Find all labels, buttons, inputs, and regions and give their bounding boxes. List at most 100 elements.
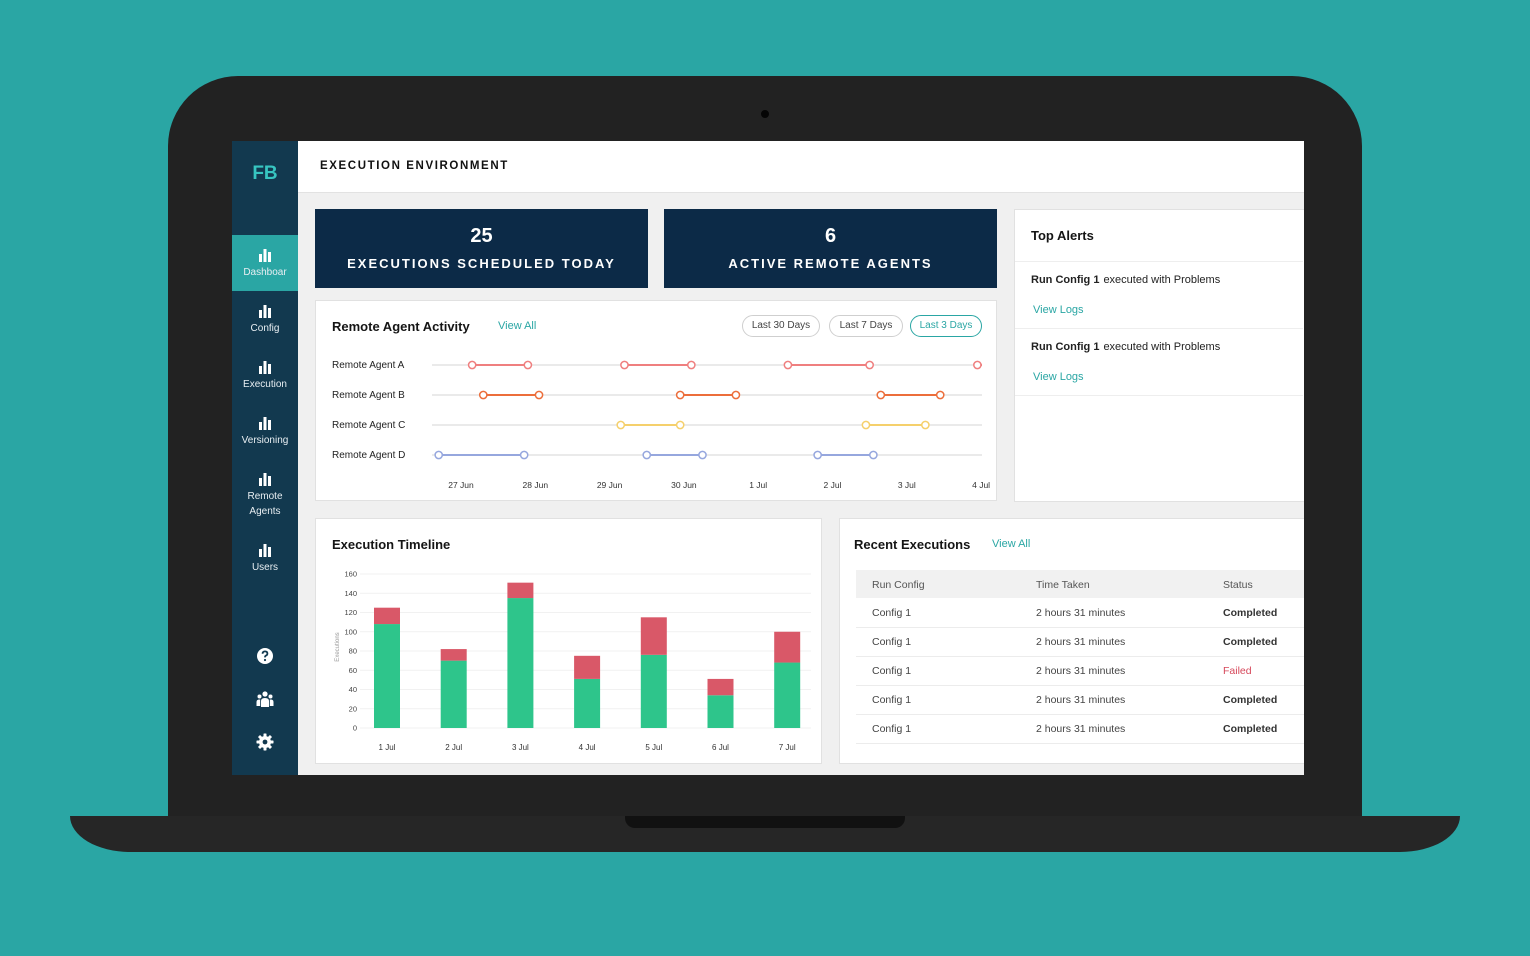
date-tick-label: 29 Jun (597, 480, 623, 490)
cell-time-taken: 2 hours 31 minutes (1036, 607, 1126, 619)
sidebar: FB Dashboar Config Execution Versioning … (232, 141, 298, 775)
activity-end-point (921, 420, 930, 430)
stat-card-agents: 6 ACTIVE REMOTE AGENTS (664, 209, 997, 288)
cell-status: Completed (1223, 607, 1278, 619)
sidebar-item-remote-agents[interactable]: Remote Agents (232, 459, 298, 525)
sidebar-item-users[interactable]: Users (232, 530, 298, 586)
brand-logo[interactable]: FB (252, 163, 278, 184)
card-title: Remote Agent Activity (332, 319, 470, 334)
activity-end-point (698, 450, 707, 460)
settings-icon[interactable] (255, 732, 275, 752)
y-tick-label: 100 (344, 627, 357, 636)
table-row[interactable]: Config 1 2 hours 31 minutes Completed (856, 714, 1304, 744)
filter-last-7-days[interactable]: Last 7 Days (829, 315, 903, 337)
cell-time-taken: 2 hours 31 minutes (1036, 694, 1126, 706)
activity-start-point (675, 390, 685, 400)
cell-time-taken: 2 hours 31 minutes (1036, 723, 1126, 735)
bar-segment (574, 655, 601, 679)
date-tick-label: 28 Jun (523, 480, 549, 490)
table-row[interactable]: Config 1 2 hours 31 minutes Completed (856, 627, 1304, 657)
sidebar-item-execution[interactable]: Execution (232, 347, 298, 403)
y-axis-label: Executions (335, 632, 341, 661)
agent-label: Remote Agent D (332, 450, 405, 461)
top-bar: EXECUTION ENVIRONMENT (298, 141, 1304, 193)
table-row[interactable]: Config 1 2 hours 31 minutes Failed (856, 656, 1304, 686)
table-header: Run Config Time Taken Status (856, 570, 1304, 598)
date-tick-label: 2 Jul (824, 480, 842, 490)
stat-value: 6 (824, 225, 837, 247)
activity-view-all-link[interactable]: View All (498, 320, 537, 332)
bar-segment (440, 660, 467, 728)
x-tick-label: 3 Jul (512, 743, 529, 752)
execution-timeline-card: Execution Timeline 0 20 40 60 80 100 120 140 160… (315, 518, 822, 764)
activity-end-point (534, 390, 544, 400)
alert-text: executed with Problems (1103, 274, 1221, 286)
activity-start-point (783, 360, 793, 370)
stat-card-executions: 25 EXECUTIONS SCHEDULED TODAY (315, 209, 648, 288)
cell-status: Completed (1223, 636, 1278, 648)
bar-chart-icon (259, 305, 271, 318)
filter-last-30-days[interactable]: Last 30 Days (742, 315, 820, 337)
recent-view-all-link[interactable]: View All (992, 538, 1031, 550)
table-row[interactable]: Config 1 2 hours 31 minutes Completed (856, 685, 1304, 715)
alert-text: executed with Problems (1103, 341, 1221, 353)
cell-run-config: Config 1 (872, 607, 912, 619)
date-tick-label: 4 Jul (972, 480, 990, 490)
team-icon[interactable] (255, 689, 275, 709)
bar-chart-icon (259, 417, 271, 430)
card-title: Recent Executions (854, 537, 971, 552)
sidebar-item-versioning[interactable]: Versioning (232, 403, 298, 459)
table-row[interactable]: Config 1 2 hours 31 minutes Completed (856, 598, 1304, 628)
activity-end-point (865, 360, 875, 370)
activity-start-point (813, 450, 822, 460)
y-tick-label: 120 (344, 608, 357, 617)
x-tick-label: 6 Jul (712, 743, 729, 752)
x-tick-label: 5 Jul (645, 743, 662, 752)
alert-item: Run Config 1 executed with Problems View … (1015, 261, 1303, 328)
activity-start-point (642, 450, 652, 460)
page-title: EXECUTION ENVIRONMENT (320, 160, 509, 172)
execution-timeline-chart: 0 20 40 60 80 100 120 140 160 Executions 1 Jul 2 Ju… (335, 570, 811, 752)
card-title: Top Alerts (1031, 228, 1094, 243)
y-tick-label: 80 (349, 647, 357, 656)
column-header-time-taken[interactable]: Time Taken (1036, 579, 1090, 591)
column-header-status[interactable]: Status (1223, 579, 1253, 591)
bar-segment (640, 654, 667, 728)
column-header-run-config[interactable]: Run Config (872, 579, 925, 591)
alert-item: Run Config 1 executed with Problems View … (1015, 328, 1303, 396)
bar-segment (774, 662, 801, 728)
activity-start-point (616, 420, 626, 430)
view-logs-link[interactable]: View Logs (1033, 304, 1084, 316)
y-tick-label: 0 (353, 724, 357, 733)
agent-label: Remote Agent A (332, 360, 405, 371)
bar-segment (507, 582, 534, 599)
filter-last-3-days[interactable]: Last 3 Days (910, 315, 982, 337)
sidebar-item-label: Users (251, 562, 279, 573)
alert-message: Run Config 1 executed with Problems (1031, 274, 1220, 286)
sidebar-item-dashboard[interactable]: Dashboar (232, 235, 298, 291)
alert-message: Run Config 1 executed with Problems (1031, 341, 1220, 353)
activity-end-point (731, 390, 741, 400)
x-tick-label: 1 Jul (379, 743, 396, 752)
laptop-notch (625, 816, 905, 828)
activity-end-point (935, 390, 945, 400)
y-tick-label: 160 (344, 570, 357, 579)
cell-status: Completed (1223, 694, 1278, 706)
cell-run-config: Config 1 (872, 723, 912, 735)
view-logs-link[interactable]: View Logs (1033, 371, 1084, 383)
cell-time-taken: 2 hours 31 minutes (1036, 665, 1126, 677)
activity-start-point (973, 360, 982, 370)
activity-start-point (467, 360, 477, 370)
date-tick-label: 3 Jul (898, 480, 916, 490)
agent-label: Remote Agent C (332, 420, 405, 431)
sidebar-item-config[interactable]: Config (232, 291, 298, 347)
cell-run-config: Config 1 (872, 665, 912, 677)
cell-run-config: Config 1 (872, 636, 912, 648)
help-icon[interactable] (255, 646, 275, 666)
bar-segment (707, 678, 734, 696)
date-tick-label: 1 Jul (749, 480, 767, 490)
cell-status: Completed (1223, 723, 1278, 735)
card-title: Execution Timeline (332, 537, 451, 552)
activity-start-point (620, 360, 629, 370)
sidebar-item-label: Config (250, 323, 280, 334)
